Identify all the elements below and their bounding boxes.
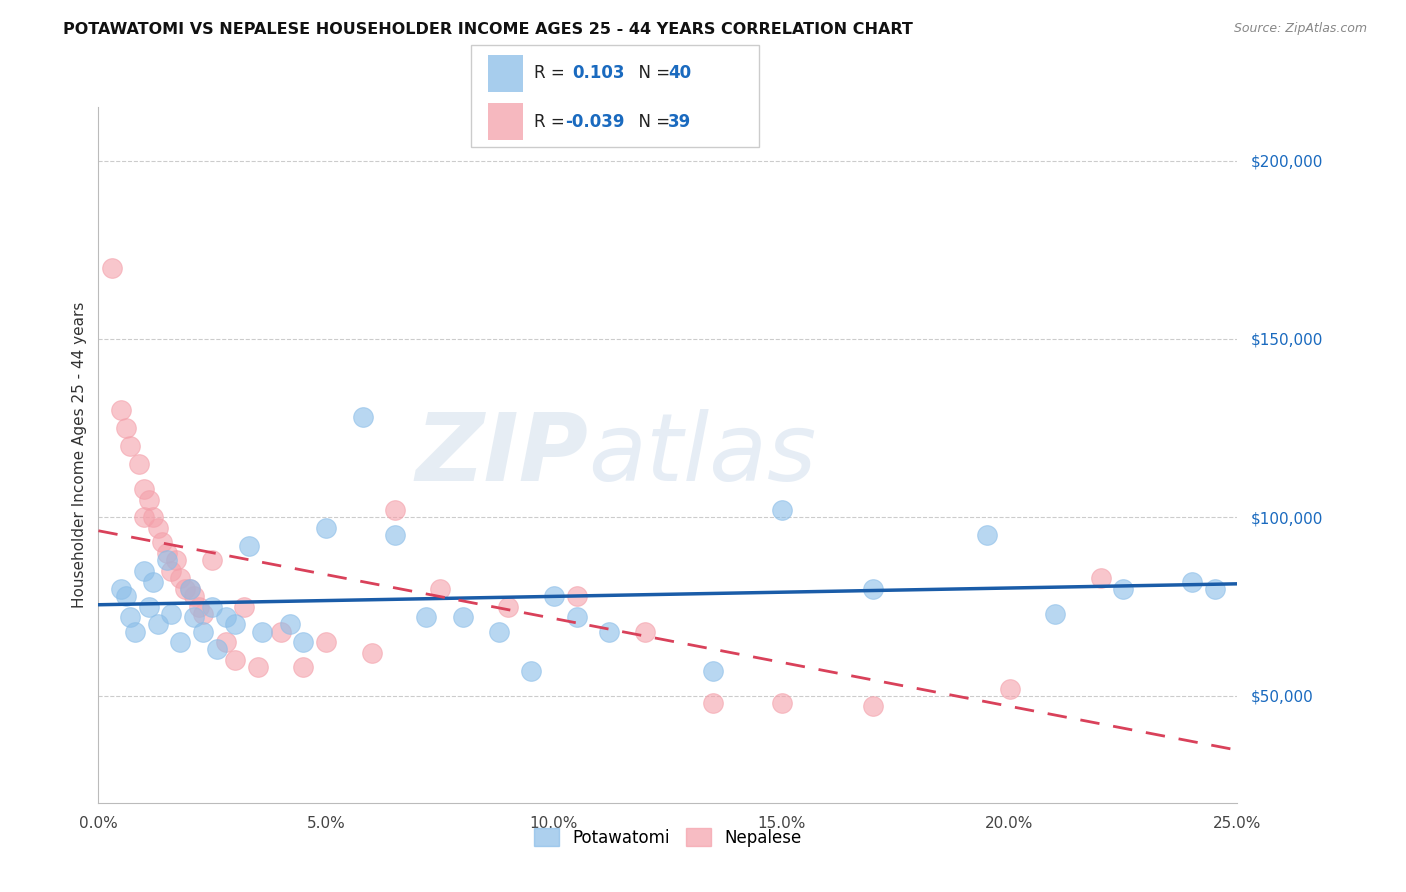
Point xyxy=(233,599,256,614)
Point xyxy=(132,482,155,496)
Point xyxy=(315,521,337,535)
Point xyxy=(634,624,657,639)
Point xyxy=(187,599,209,614)
Point xyxy=(862,699,884,714)
Text: R =: R = xyxy=(534,64,575,82)
Point xyxy=(124,624,146,639)
Point xyxy=(252,624,274,639)
Point xyxy=(205,642,228,657)
Point xyxy=(598,624,620,639)
Point xyxy=(120,439,142,453)
Point xyxy=(770,503,793,517)
Point xyxy=(174,582,197,596)
Point xyxy=(384,503,406,517)
Point xyxy=(183,610,205,624)
Point xyxy=(498,599,520,614)
Point xyxy=(292,635,315,649)
Point xyxy=(169,571,191,585)
Text: 0.103: 0.103 xyxy=(572,64,624,82)
Point xyxy=(142,510,165,524)
Point xyxy=(179,582,201,596)
Point xyxy=(1090,571,1112,585)
Point xyxy=(142,574,165,589)
Text: Source: ZipAtlas.com: Source: ZipAtlas.com xyxy=(1233,22,1367,36)
Point xyxy=(1112,582,1135,596)
Point xyxy=(270,624,292,639)
Point xyxy=(1043,607,1066,621)
Point xyxy=(224,617,246,632)
Text: atlas: atlas xyxy=(588,409,817,500)
Point xyxy=(132,510,155,524)
Point xyxy=(770,696,793,710)
Y-axis label: Householder Income Ages 25 - 44 years: Householder Income Ages 25 - 44 years xyxy=(72,301,87,608)
Point xyxy=(976,528,998,542)
Point xyxy=(360,646,382,660)
Point xyxy=(183,589,205,603)
Point xyxy=(179,582,201,596)
Point xyxy=(429,582,451,596)
Text: R =: R = xyxy=(534,112,571,130)
Point xyxy=(165,553,187,567)
Point xyxy=(543,589,565,603)
Point xyxy=(132,564,155,578)
Point xyxy=(415,610,437,624)
Point xyxy=(488,624,510,639)
Point xyxy=(215,635,238,649)
Point xyxy=(138,599,160,614)
Point xyxy=(128,457,150,471)
Point xyxy=(565,610,588,624)
Text: -0.039: -0.039 xyxy=(565,112,624,130)
Point xyxy=(702,664,724,678)
Point xyxy=(160,607,183,621)
Point xyxy=(201,553,224,567)
Point xyxy=(215,610,238,624)
Point xyxy=(160,564,183,578)
Text: N =: N = xyxy=(628,64,676,82)
Text: 40: 40 xyxy=(668,64,690,82)
Point xyxy=(110,403,132,417)
Point xyxy=(384,528,406,542)
Point xyxy=(150,535,173,549)
Point xyxy=(146,617,169,632)
Point xyxy=(520,664,543,678)
Point xyxy=(451,610,474,624)
Point xyxy=(702,696,724,710)
Point xyxy=(120,610,142,624)
Point xyxy=(1204,582,1226,596)
Text: ZIP: ZIP xyxy=(415,409,588,501)
Point xyxy=(352,410,374,425)
Point xyxy=(565,589,588,603)
Legend: Potawatomi, Nepalese: Potawatomi, Nepalese xyxy=(527,822,808,854)
Point xyxy=(862,582,884,596)
Point xyxy=(156,553,179,567)
Point xyxy=(169,635,191,649)
Point xyxy=(246,660,269,674)
Point xyxy=(114,589,136,603)
Point xyxy=(201,599,224,614)
Text: N =: N = xyxy=(628,112,676,130)
Point xyxy=(292,660,315,674)
Point xyxy=(278,617,301,632)
Point xyxy=(146,521,169,535)
Point xyxy=(193,607,215,621)
Text: 39: 39 xyxy=(668,112,692,130)
Point xyxy=(110,582,132,596)
Point xyxy=(224,653,246,667)
Text: POTAWATOMI VS NEPALESE HOUSEHOLDER INCOME AGES 25 - 44 YEARS CORRELATION CHART: POTAWATOMI VS NEPALESE HOUSEHOLDER INCOM… xyxy=(63,22,912,37)
Point xyxy=(998,681,1021,696)
Point xyxy=(156,546,179,560)
Point xyxy=(114,421,136,435)
Point xyxy=(193,624,215,639)
Point xyxy=(315,635,337,649)
Point xyxy=(138,492,160,507)
Point xyxy=(101,260,124,275)
Point xyxy=(238,539,260,553)
Point xyxy=(1181,574,1204,589)
